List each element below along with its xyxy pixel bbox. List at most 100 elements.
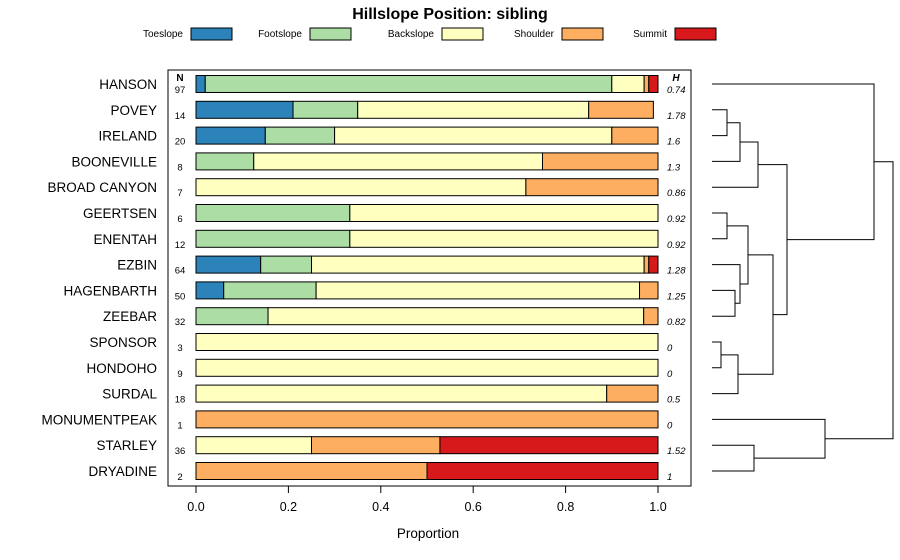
h-value-sponsor: 0 xyxy=(667,343,673,354)
bar-broad-canyon-shoulder xyxy=(525,178,659,197)
row-label-monumentpeak: MONUMENTPEAK xyxy=(41,412,157,427)
dendrogram-branch xyxy=(712,109,728,137)
bar-booneville-backslope xyxy=(253,152,543,171)
x-tick-label: 0.2 xyxy=(280,500,297,514)
n-value-ireland: 20 xyxy=(175,137,186,148)
row-label-geertsen: GEERTSEN xyxy=(83,206,157,221)
dendrogram xyxy=(712,83,894,472)
bar-hagenbarth-footslope xyxy=(223,281,317,300)
n-value-hondoho: 9 xyxy=(177,369,182,380)
bar-ireland-footslope xyxy=(264,126,336,145)
bar-starley-summit xyxy=(439,436,659,455)
dendrogram-branch xyxy=(712,212,728,240)
dendrogram-branch xyxy=(712,341,722,369)
bar-dryadine-shoulder xyxy=(195,462,428,480)
bar-povey-footslope xyxy=(292,100,359,119)
x-axis-label: Proportion xyxy=(397,526,459,541)
x-tick-label: 0.0 xyxy=(187,500,204,514)
dendrogram-branch xyxy=(727,225,749,285)
legend-swatch-toeslope xyxy=(190,27,233,41)
dendrogram-branch xyxy=(738,254,774,375)
bar-zeebar-footslope xyxy=(195,307,269,326)
dendrogram-branch xyxy=(712,418,826,459)
h-value-broad-canyon: 0.86 xyxy=(667,188,686,199)
h-value-hagenbarth: 1.25 xyxy=(667,291,686,302)
dendrogram-branch xyxy=(712,264,741,304)
row-label-enentah: ENENTAH xyxy=(93,232,157,247)
n-value-dryadine: 2 xyxy=(177,472,182,483)
x-tick-label: 0.6 xyxy=(465,500,482,514)
x-tick-label: 1.0 xyxy=(649,500,666,514)
h-value-povey: 1.78 xyxy=(667,111,686,122)
n-value-sponsor: 3 xyxy=(177,343,182,354)
n-value-zeebar: 32 xyxy=(175,317,186,328)
legend-label-summit: Summit xyxy=(633,29,667,40)
x-tick-label: 0.8 xyxy=(557,500,574,514)
bar-hanson-footslope xyxy=(204,75,613,93)
bar-hondoho-backslope xyxy=(195,358,659,377)
bar-geertsen-footslope xyxy=(195,204,351,222)
plot-frame xyxy=(167,69,692,487)
bar-geertsen-backslope xyxy=(349,204,659,222)
bar-zeebar-backslope xyxy=(267,307,645,326)
bar-broad-canyon-backslope xyxy=(195,178,527,197)
x-axis: 0.0 0.2 0.4 0.6 0.8 1.0 xyxy=(187,486,667,514)
n-value-hanson: 97 xyxy=(175,85,186,96)
h-value-hanson: 0.74 xyxy=(667,85,686,96)
n-value-booneville: 8 xyxy=(177,162,182,173)
bar-ireland-backslope xyxy=(334,126,613,145)
dendrogram-branch xyxy=(712,122,741,162)
bar-surdal-backslope xyxy=(195,384,608,403)
bar-hagenbarth-backslope xyxy=(315,281,641,300)
dendrogram-branch xyxy=(712,141,759,188)
h-value-hondoho: 0 xyxy=(667,369,673,380)
legend-label-footslope: Footslope xyxy=(258,29,302,40)
row-label-povey: POVEY xyxy=(110,103,157,118)
n-column-header: N xyxy=(176,73,183,84)
h-value-ireland: 1.6 xyxy=(667,137,681,148)
bar-ezbin-toeslope xyxy=(195,255,262,274)
row-label-dryadine: DRYADINE xyxy=(88,464,157,479)
row-label-hanson: HANSON xyxy=(99,77,157,92)
h-value-starley: 1.52 xyxy=(667,446,686,457)
bar-enentah-footslope xyxy=(195,229,351,248)
chart-title: Hillslope Position: sibling xyxy=(352,6,548,23)
row-label-hagenbarth: HAGENBARTH xyxy=(63,283,157,298)
bar-ireland-toeslope xyxy=(195,126,266,145)
row-label-ezbin: EZBIN xyxy=(117,258,157,273)
h-value-booneville: 1.3 xyxy=(667,162,681,173)
h-column-header: H xyxy=(672,73,680,84)
bar-povey-toeslope xyxy=(195,100,294,119)
bar-surdal-shoulder xyxy=(606,384,659,403)
bar-hagenbarth-toeslope xyxy=(195,281,225,300)
h-value-monumentpeak: 0 xyxy=(667,420,673,431)
n-value-broad-canyon: 7 xyxy=(177,188,182,199)
dendrogram-branch xyxy=(825,161,894,440)
x-tick-label: 0.4 xyxy=(372,500,389,514)
bar-booneville-shoulder xyxy=(542,152,659,171)
legend: Toeslope Footslope Backslope Shoulder Summit xyxy=(143,27,717,41)
bar-booneville-footslope xyxy=(195,152,255,171)
legend-label-backslope: Backslope xyxy=(388,29,435,40)
n-value-hagenbarth: 50 xyxy=(175,291,186,302)
row-label-zeebar: ZEEBAR xyxy=(103,309,157,324)
row-label-ireland: IRELAND xyxy=(98,129,157,144)
bar-ezbin-shoulder xyxy=(643,255,650,274)
bar-hanson-summit xyxy=(648,75,659,93)
row-label-broad-canyon: BROAD CANYON xyxy=(47,180,157,195)
h-value-zeebar: 0.82 xyxy=(667,317,686,328)
n-value-enentah: 12 xyxy=(175,240,186,251)
h-value-geertsen: 0.92 xyxy=(667,214,686,225)
bar-dryadine-summit xyxy=(426,462,659,480)
bar-hanson-shoulder xyxy=(643,75,650,93)
h-value-dryadine: 1 xyxy=(667,472,672,483)
h-value-ezbin: 1.28 xyxy=(667,266,686,277)
row-label-hondoho: HONDOHO xyxy=(87,361,158,376)
n-value-surdal: 18 xyxy=(175,395,186,406)
bar-hanson-backslope xyxy=(611,75,645,93)
legend-swatch-backslope xyxy=(441,27,484,41)
bar-enentah-backslope xyxy=(349,229,659,248)
dendrogram-branch xyxy=(712,354,739,395)
